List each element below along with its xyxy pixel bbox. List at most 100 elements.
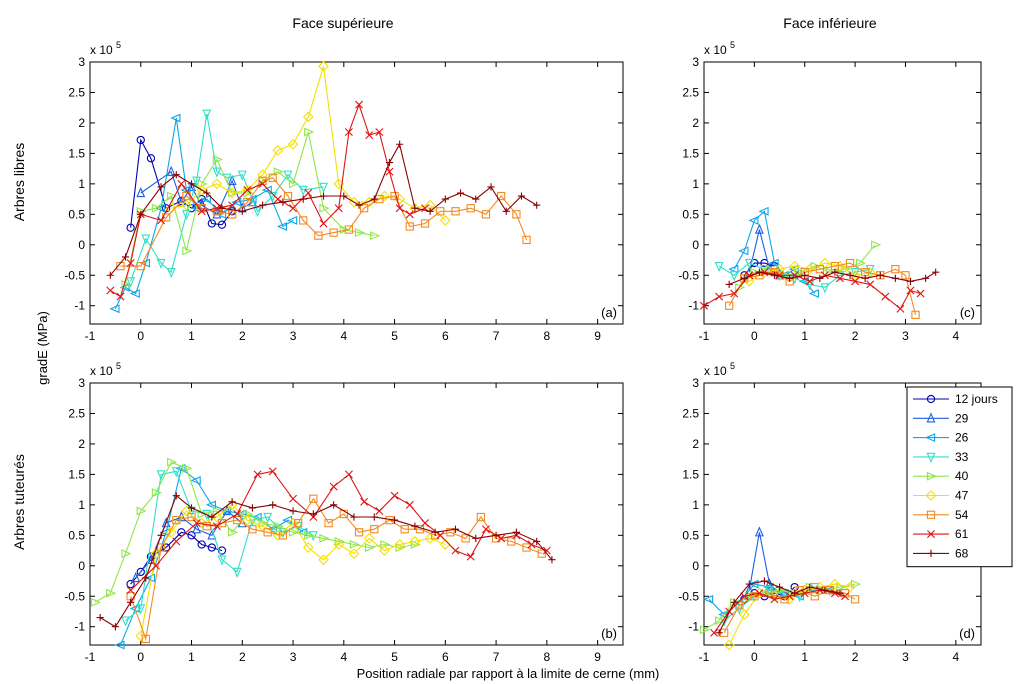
data-point [141, 634, 150, 644]
data-point [548, 556, 556, 564]
data-point [730, 289, 739, 298]
data-point [202, 522, 211, 531]
data-point [212, 167, 222, 178]
data-point [481, 525, 490, 534]
data-point [439, 215, 451, 226]
data-point [533, 537, 541, 546]
data-point [502, 207, 510, 215]
column-title-upper: Face supérieure [292, 15, 393, 31]
x-tick-label: 6 [442, 329, 449, 343]
data-point [810, 592, 819, 601]
data-point [360, 497, 369, 506]
exponent-label: x 10 [90, 364, 113, 378]
data-point [755, 268, 763, 276]
data-point [527, 540, 536, 549]
data-point [830, 589, 839, 598]
data-point [405, 222, 414, 231]
legend-label: 12 jours [955, 392, 998, 406]
data-point [167, 191, 178, 201]
data-point [289, 494, 298, 503]
x-tick-label: 2 [239, 650, 246, 664]
data-point [804, 263, 816, 275]
data-point [365, 543, 376, 552]
legend-marker [926, 412, 936, 423]
series-61 [710, 586, 850, 637]
data-point [522, 543, 531, 552]
y-tick-label: 3 [692, 55, 699, 69]
data-point [279, 198, 287, 206]
data-point [167, 457, 178, 467]
x-tick-label: 3 [902, 650, 909, 664]
data-point [319, 192, 328, 200]
data-point [253, 207, 262, 218]
data-point [759, 266, 770, 278]
data-point [896, 304, 905, 313]
data-point [166, 165, 176, 176]
data-point [137, 210, 145, 218]
data-point [370, 525, 379, 534]
data-point [268, 467, 277, 476]
x-tick-label: 1 [188, 329, 195, 343]
y-tick-label: 0 [78, 559, 85, 573]
data-point [911, 310, 920, 320]
data-point [121, 253, 130, 261]
data-point [319, 219, 328, 228]
data-point [126, 579, 135, 589]
data-point [192, 519, 201, 528]
data-point [405, 210, 414, 219]
data-point [329, 228, 338, 237]
data-point [144, 573, 156, 583]
data-point [207, 219, 216, 228]
exponent-power: 5 [730, 361, 735, 371]
data-point [344, 128, 353, 137]
data-point [844, 581, 856, 593]
data-point [237, 170, 247, 181]
data-point [365, 131, 374, 140]
data-point [141, 234, 151, 245]
data-point [370, 195, 378, 203]
x-tick-label: 9 [594, 329, 601, 343]
data-point [127, 598, 135, 606]
data-point [165, 526, 177, 538]
data-point [203, 189, 211, 197]
data-point [172, 492, 180, 500]
data-point [253, 470, 262, 479]
series-line [713, 589, 846, 634]
data-point [379, 190, 390, 202]
data-point [109, 304, 120, 314]
data-point [728, 264, 739, 274]
data-point [791, 589, 799, 597]
data-point [456, 189, 465, 197]
data-point [758, 206, 769, 216]
row-label-staked: Arbres tuteurés [11, 454, 27, 550]
data-point [835, 274, 844, 283]
data-point [126, 223, 135, 232]
data-point [400, 525, 409, 534]
data-point [738, 246, 749, 256]
data-point [344, 470, 353, 479]
data-point [714, 616, 726, 626]
column-title-lower: Face inférieure [783, 15, 877, 31]
x-axis-label: Position radiale par rapport à la limite… [357, 666, 660, 681]
x-tick-label: 0 [137, 650, 144, 664]
data-point [187, 504, 196, 512]
data-point [748, 215, 759, 225]
legend-marker [926, 510, 936, 519]
data-point [142, 574, 150, 582]
data-point [304, 189, 313, 197]
data-point [227, 174, 237, 185]
x-tick-label: 1 [801, 650, 808, 664]
data-point [126, 277, 136, 288]
legend-marker [926, 394, 936, 404]
data-point [715, 629, 723, 637]
data-point [420, 219, 430, 228]
legend-entry: 26 [913, 431, 969, 445]
data-point [155, 203, 166, 213]
data-point [304, 530, 315, 540]
data-point [770, 271, 779, 279]
legend-entry: 40 [913, 469, 969, 483]
data-point [799, 584, 811, 596]
data-point [161, 543, 171, 552]
data-point [729, 271, 739, 282]
